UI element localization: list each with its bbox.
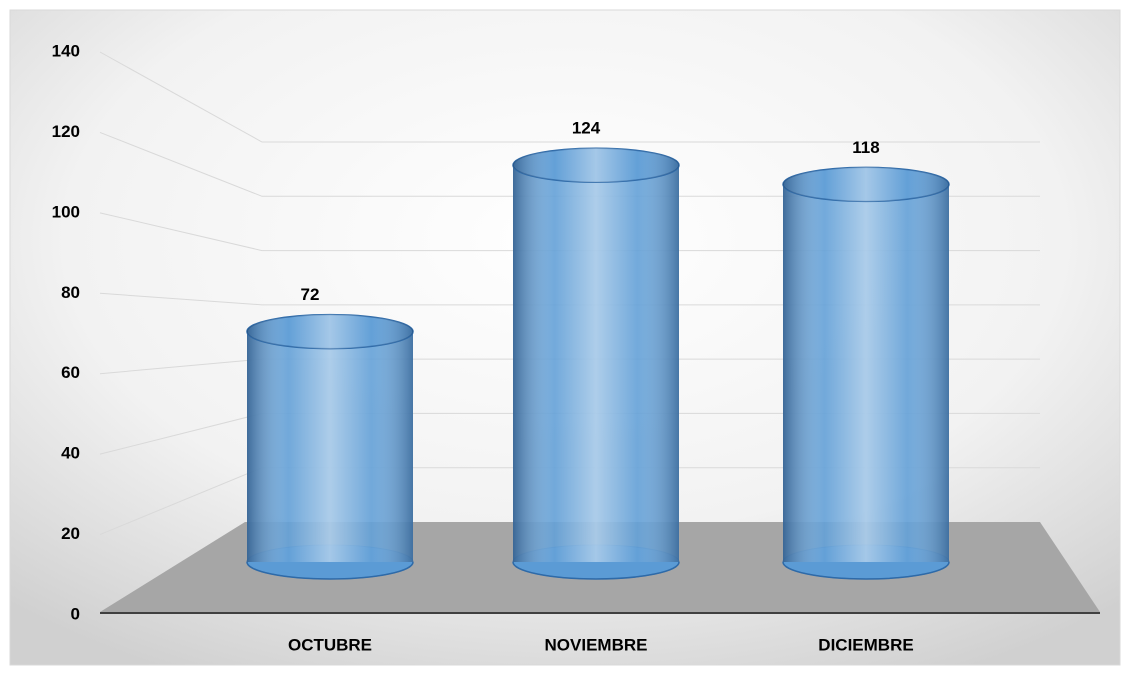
- cylinder-shine: [783, 184, 949, 562]
- cylinder-shine: [513, 165, 679, 562]
- x-tick-label: OCTUBRE: [288, 635, 372, 654]
- y-tick-label: 60: [61, 363, 80, 382]
- cylinder-shine: [247, 331, 413, 562]
- x-tick-label: NOVIEMBRE: [545, 635, 648, 654]
- y-tick-label: 20: [61, 524, 80, 543]
- grid-line: [99, 292, 1040, 306]
- cylinder-top-shine: [247, 314, 413, 349]
- y-tick-label: 40: [61, 444, 80, 463]
- y-tick-label: 0: [71, 604, 80, 623]
- y-tick-label: 100: [52, 202, 80, 221]
- value-label: 118: [852, 138, 879, 157]
- y-tick-label: 120: [52, 122, 80, 141]
- cylinder-bottom-edge: [246, 561, 414, 580]
- value-label: 124: [572, 119, 601, 138]
- x-tick-label: DICIEMBRE: [818, 635, 913, 654]
- cylinder-top-shine: [783, 167, 949, 202]
- cylinder-top-shine: [513, 148, 679, 183]
- y-tick-label: 140: [52, 41, 80, 60]
- cylinder-bottom-edge: [512, 561, 680, 580]
- cylinder-bottom-edge: [782, 561, 950, 580]
- value-label: 72: [301, 285, 320, 304]
- grid-line: [99, 212, 1040, 252]
- grid-line: [99, 51, 1040, 143]
- y-tick-label: 80: [61, 283, 80, 302]
- grid-line: [99, 131, 1040, 197]
